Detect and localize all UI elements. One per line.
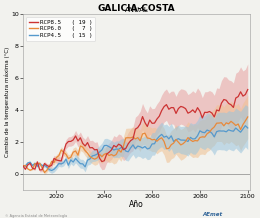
Title: GALICIA-COSTA: GALICIA-COSTA [98, 4, 175, 13]
Text: ANUAL: ANUAL [125, 7, 148, 13]
Legend: RCP8.5   ( 19 ), RCP6.0   (  7 ), RCP4.5   ( 15 ): RCP8.5 ( 19 ), RCP6.0 ( 7 ), RCP4.5 ( 15… [26, 17, 95, 41]
Y-axis label: Cambio de la temperatura máxima (°C): Cambio de la temperatura máxima (°C) [4, 47, 10, 157]
Text: AEmet: AEmet [203, 212, 223, 217]
Text: © Agencia Estatal de Meteorología: © Agencia Estatal de Meteorología [5, 214, 67, 218]
X-axis label: Año: Año [129, 201, 144, 209]
